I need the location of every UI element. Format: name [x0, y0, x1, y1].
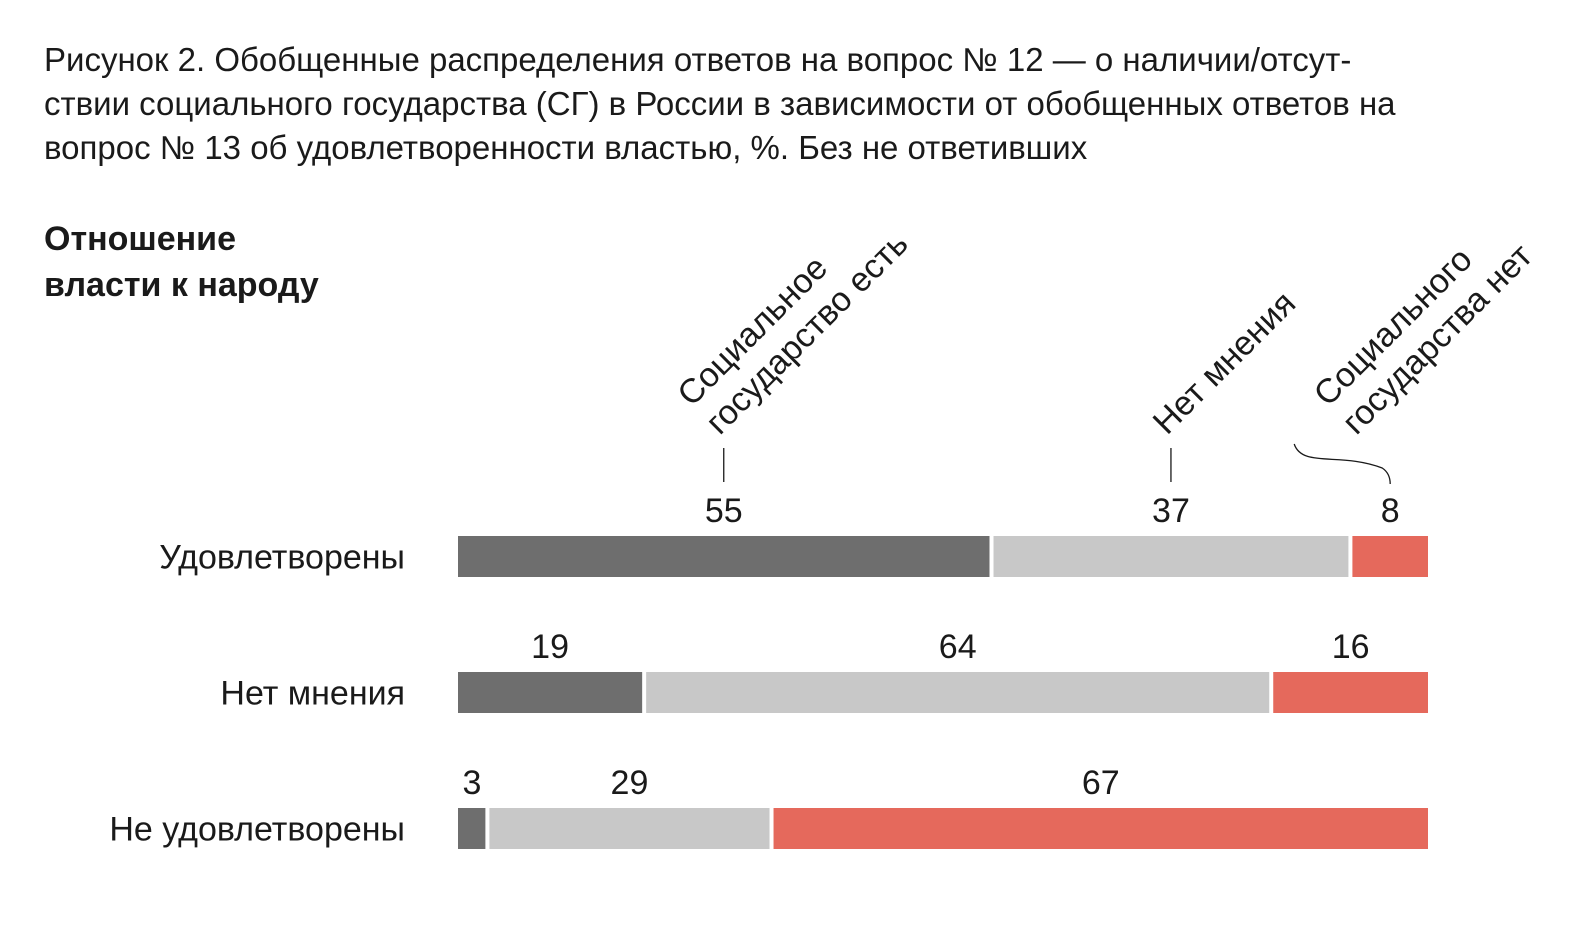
bar-segment [773, 808, 1428, 849]
category-label: Не удовлетворены [109, 811, 405, 849]
bar-segment [489, 808, 770, 849]
data-label: 64 [939, 628, 977, 666]
bar-segment [458, 808, 486, 849]
data-label: 8 [1381, 492, 1400, 530]
y-axis-title-line-1: Отношение [44, 220, 236, 258]
chart-title-line-2: ствии социального государства (СГ) в Рос… [44, 85, 1396, 122]
bar-segment [993, 536, 1349, 577]
bar-segment [646, 672, 1270, 713]
category-label: Удовлетворены [159, 539, 405, 577]
data-label: 55 [705, 492, 743, 530]
bar-segment [1273, 672, 1428, 713]
data-label: 67 [1082, 764, 1120, 802]
legend-label: Нет мнения [1146, 284, 1303, 441]
data-label: 19 [531, 628, 569, 666]
data-label: 16 [1332, 628, 1370, 666]
bar-segment [458, 536, 990, 577]
legend-leader-line [1293, 443, 1391, 485]
category-label: Нет мнения [220, 675, 405, 713]
chart-title-line-1: Рисунок 2. Обобщенные распределения отве… [44, 41, 1352, 78]
chart-title-line-3: вопрос № 13 об удовлетворенности властью… [44, 129, 1088, 166]
data-label: 29 [611, 764, 649, 802]
legend-label-line: Нет мнения [1146, 284, 1303, 441]
data-label: 3 [463, 764, 482, 802]
bar-segment [1352, 536, 1428, 577]
y-axis-title-line-2: власти к народу [44, 266, 319, 304]
data-label: 37 [1152, 492, 1190, 530]
bar-segment [458, 672, 643, 713]
